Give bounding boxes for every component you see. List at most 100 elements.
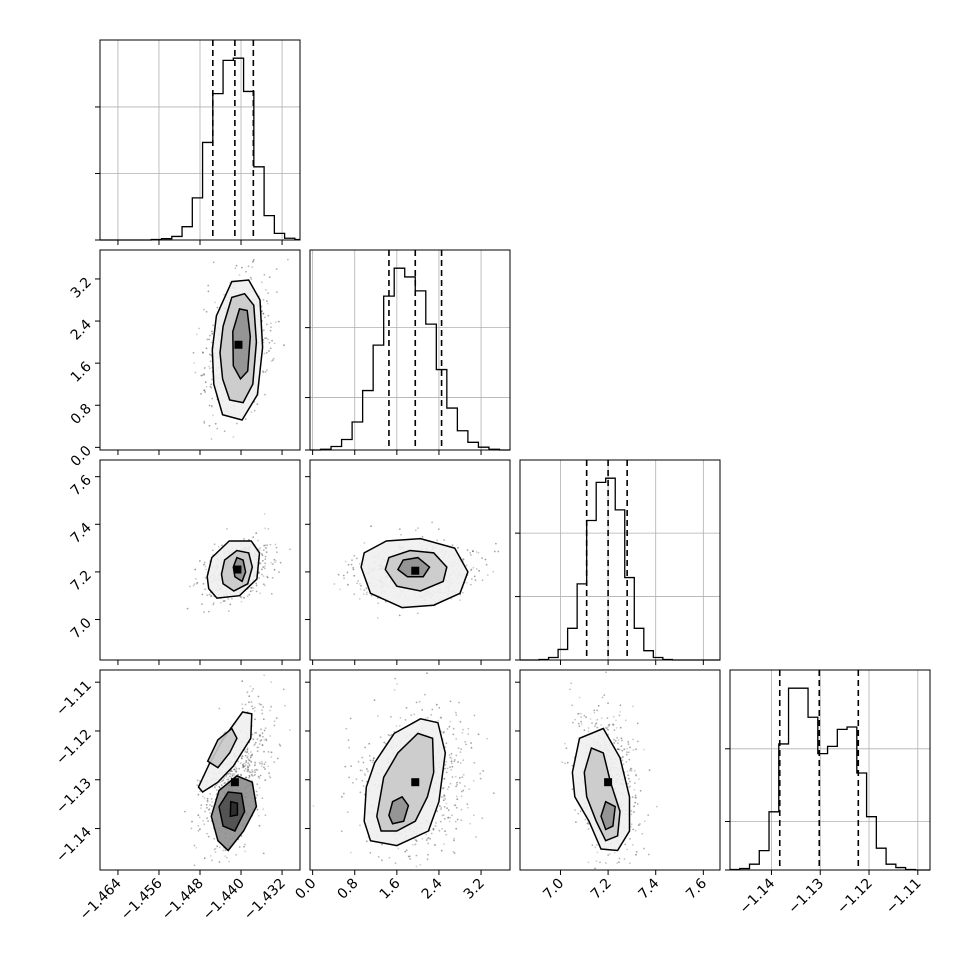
scatter-point — [619, 711, 622, 713]
scatter-point — [347, 739, 350, 742]
scatter-point — [203, 389, 206, 392]
scatter-point — [594, 725, 596, 727]
scatter-point — [205, 385, 208, 388]
histogram-panel-2 — [515, 459, 721, 661]
scatter-point — [246, 765, 249, 767]
scatter-point — [625, 761, 628, 763]
scatter-point — [251, 266, 254, 269]
scatter-point — [443, 805, 446, 808]
scatter-point — [626, 770, 629, 773]
scatter-point — [561, 761, 564, 764]
scatter-point — [258, 577, 260, 579]
scatter-point — [256, 746, 259, 749]
scatter-point — [564, 742, 566, 745]
scatter-point — [205, 577, 207, 580]
scatter-point — [461, 731, 464, 734]
scatter-point — [586, 821, 589, 824]
x-tick-label-p0-0: −1.464 — [77, 875, 125, 923]
scatter-point — [233, 773, 236, 775]
scatter-point — [612, 715, 615, 718]
scatter-point — [445, 760, 448, 763]
scatter-point — [421, 837, 424, 840]
scatter-point — [246, 756, 249, 759]
contour-level-2 — [210, 775, 258, 852]
scatter-point — [232, 773, 234, 775]
scatter-point — [449, 817, 451, 819]
scatter-point — [204, 565, 207, 568]
scatter-point — [260, 739, 263, 741]
scatter-point — [462, 773, 465, 776]
scatter-point — [192, 351, 195, 354]
scatter-point — [245, 270, 247, 273]
axes-frame — [99, 459, 301, 661]
scatter-point — [414, 843, 417, 845]
scatter-point — [252, 261, 254, 263]
scatter-point — [437, 528, 440, 531]
scatter-point — [447, 786, 450, 788]
scatter-point — [265, 547, 268, 549]
scatter-point — [360, 585, 362, 587]
scatter-point — [580, 723, 583, 726]
scatter-point — [648, 769, 651, 771]
scatter-point — [247, 769, 250, 771]
scatter-point — [456, 798, 459, 801]
scatter-point — [395, 725, 398, 727]
scatter-point — [622, 756, 624, 758]
scatter-point — [272, 563, 274, 565]
scatter-point — [457, 546, 459, 549]
scatter-point — [252, 707, 254, 710]
scatter-point — [229, 603, 232, 606]
scatter-point — [257, 539, 259, 542]
scatter-point — [227, 773, 230, 775]
scatter-point — [261, 573, 263, 576]
scatter-point — [206, 797, 209, 800]
scatter-point — [209, 385, 212, 388]
scatter-point — [457, 761, 459, 763]
scatter-point — [260, 760, 263, 763]
scatter-point — [359, 769, 362, 772]
scatter-point — [635, 853, 637, 856]
scatter-point — [346, 571, 349, 574]
scatter-point — [625, 751, 628, 754]
scatter-point — [381, 859, 383, 862]
scatter-point — [456, 783, 458, 786]
scatter-point — [260, 305, 263, 308]
scatter-point — [213, 543, 216, 546]
scatter-point — [203, 373, 205, 375]
scatter-point — [204, 381, 207, 384]
scatter-point — [254, 762, 257, 764]
scatter-point — [250, 760, 253, 763]
scatter-point — [254, 743, 256, 746]
scatter-point — [368, 755, 371, 757]
scatter-point — [258, 734, 261, 737]
scatter-point — [424, 717, 427, 720]
scatter-point — [197, 793, 200, 796]
scatter-point — [377, 602, 379, 605]
scatter-point — [213, 848, 216, 851]
scatter-point — [443, 817, 446, 820]
scatter-point — [629, 862, 631, 865]
scatter-point — [462, 558, 464, 560]
scatter-point — [252, 738, 255, 741]
scatter-point — [207, 284, 210, 287]
scatter-point — [457, 747, 460, 749]
scatter-point — [596, 844, 598, 846]
scatter-point — [209, 334, 211, 337]
scatter-point — [358, 562, 361, 565]
scatter-point — [367, 770, 369, 772]
scatter-point — [460, 819, 463, 822]
scatter-point — [271, 359, 274, 362]
scatter-point — [270, 681, 273, 683]
scatter-point — [210, 383, 213, 386]
scatter-point — [348, 776, 350, 779]
scatter-point — [244, 751, 247, 753]
scatter-point — [227, 598, 230, 600]
scatter-point — [274, 321, 277, 324]
scatter-point — [484, 558, 487, 561]
scatter-point — [612, 723, 614, 725]
scatter-point — [212, 414, 214, 417]
scatter-point — [204, 576, 207, 579]
scatter-point — [252, 536, 255, 539]
scatter-point — [627, 743, 630, 745]
scatter-point — [479, 772, 482, 775]
